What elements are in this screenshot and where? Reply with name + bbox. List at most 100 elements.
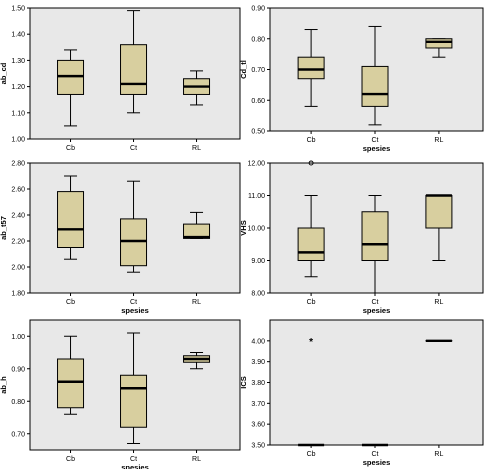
iqr-box: [120, 374, 148, 428]
box-cb: [297, 29, 325, 107]
y-tick-label: 2.20: [11, 239, 25, 246]
iqr-box: [120, 218, 148, 267]
x-tick-label: RL: [434, 299, 443, 306]
x-tick-label: RL: [434, 451, 443, 458]
box-cb: [57, 175, 85, 260]
y-tick-label: 0.60: [251, 98, 265, 105]
box-cb: [57, 335, 85, 415]
iqr-box: [297, 56, 325, 80]
iqr-box: [57, 59, 85, 95]
y-axis-label: Cd_tl: [239, 60, 248, 79]
y-tick-label: 1.10: [11, 110, 25, 117]
iqr-box: [425, 195, 453, 229]
box-ct: [120, 332, 148, 444]
y-tick-label: 1.40: [11, 32, 25, 39]
plot-area: [269, 319, 484, 446]
outlier-marker: *: [309, 337, 313, 348]
x-tick-label: Cb: [307, 299, 316, 306]
y-axis-label: ab_t57: [0, 216, 8, 240]
chart-panel-2: 0.50 0.60 0.70 0.80 0.90 Cd_tl Cb Ct RL spesies: [239, 6, 484, 153]
y-axis-label: ICS: [239, 376, 248, 389]
y-tick-label: 0.50: [251, 129, 265, 136]
y-tick-label: 3.60: [251, 422, 265, 429]
box-rl: [425, 38, 453, 58]
x-tick-label: RL: [192, 456, 201, 463]
x-tick-label: Cb: [66, 299, 75, 306]
y-tick-label: 1.00: [11, 334, 25, 341]
x-axis-label: spesies: [363, 144, 391, 153]
iqr-box: [120, 44, 148, 95]
x-tick-label: Ct: [372, 299, 379, 306]
x-tick-label: Ct: [130, 456, 137, 463]
x-tick-label: Cb: [307, 137, 316, 144]
y-tick-label: 0.80: [251, 36, 265, 43]
x-tick-label: RL: [192, 299, 201, 306]
box-cb: *: [297, 337, 325, 447]
y-tick-label: 0.70: [11, 431, 25, 438]
x-tick-label: Cb: [307, 451, 316, 458]
y-tick-label: 1.30: [11, 58, 25, 65]
outlier-marker: [308, 160, 314, 166]
box-ct: [120, 180, 148, 273]
box-ct: [361, 25, 389, 126]
box-ct: [120, 10, 148, 114]
box-rl: [183, 352, 211, 370]
box-cb: [297, 160, 325, 278]
iqr-box: [361, 211, 389, 261]
y-axis-label: VHS: [239, 220, 248, 235]
y-tick-label: 3.70: [251, 401, 265, 408]
y-tick-label: 3.90: [251, 359, 265, 366]
y-tick-label: 3.80: [251, 380, 265, 387]
iqr-box: [57, 191, 85, 249]
box-rl: [425, 194, 453, 261]
y-tick-label: 0.90: [251, 6, 265, 13]
y-tick-label: 1.50: [11, 6, 25, 13]
y-tick-label: 12.00: [247, 161, 265, 168]
x-tick-label: RL: [192, 145, 201, 152]
chart-panel-4: 8.00 9.00 10.00 11.00 12.00 VHS Cb Ct RL spesies: [239, 160, 484, 315]
box-rl: [183, 211, 211, 239]
x-tick-label: RL: [434, 137, 443, 144]
y-tick-label: 10.00: [247, 226, 265, 233]
y-tick-label: 3.50: [251, 443, 265, 450]
iqr-box: [183, 223, 211, 239]
y-tick-label: 1.20: [11, 84, 25, 91]
x-tick-label: Cb: [66, 145, 75, 152]
x-tick-label: Ct: [372, 451, 379, 458]
y-tick-label: 11.00: [248, 193, 265, 200]
y-tick-label: 1.80: [11, 291, 25, 298]
chart-panel-1: 1.00 1.10 1.20 1.30 1.40 1.50 ab_cd Cb Ct RL: [0, 6, 241, 152]
x-axis-label: spesies: [363, 306, 391, 315]
box-ct: [361, 195, 389, 294]
y-tick-label: 4.00: [251, 338, 265, 345]
x-tick-label: Ct: [130, 299, 137, 306]
y-axis-label: ab_cd: [0, 62, 8, 84]
x-axis-label: spesies: [363, 458, 391, 467]
chart-panel-5: 0.70 0.80 0.90 1.00 ab_h Cb Ct RL spesies: [0, 319, 241, 469]
y-tick-label: 0.80: [11, 399, 25, 406]
iqr-box: [361, 65, 389, 107]
y-tick-label: 9.00: [251, 258, 265, 265]
x-tick-label: Ct: [372, 137, 379, 144]
y-axis-label: ab_h: [0, 376, 8, 394]
y-tick-label: 2.80: [11, 161, 25, 168]
y-tick-label: 8.00: [251, 291, 265, 298]
y-tick-label: 2.40: [11, 213, 25, 220]
box-rl: [183, 70, 211, 106]
chart-panel-3: 1.80 2.00 2.20 2.40 2.60 2.80 ab_t57 Cb Ct RL spes…: [0, 161, 241, 315]
x-axis-label: spesies: [121, 463, 149, 469]
x-tick-label: Ct: [130, 145, 137, 152]
y-tick-label: 0.90: [11, 366, 25, 373]
y-tick-label: 0.70: [251, 67, 265, 74]
x-tick-label: Cb: [66, 456, 75, 463]
iqr-box: [425, 38, 453, 49]
chart-panel-6: 3.50 3.60 3.70 3.80 3.90 4.00 ICS Cb Ct RL spesies…: [239, 319, 484, 467]
y-tick-label: 2.00: [11, 265, 25, 272]
iqr-box: [297, 227, 325, 261]
y-tick-label: 2.60: [11, 187, 25, 194]
iqr-box: [57, 358, 85, 409]
y-tick-label: 1.00: [11, 137, 25, 144]
x-axis-label: spesies: [121, 306, 149, 315]
box-cb: [57, 49, 85, 127]
